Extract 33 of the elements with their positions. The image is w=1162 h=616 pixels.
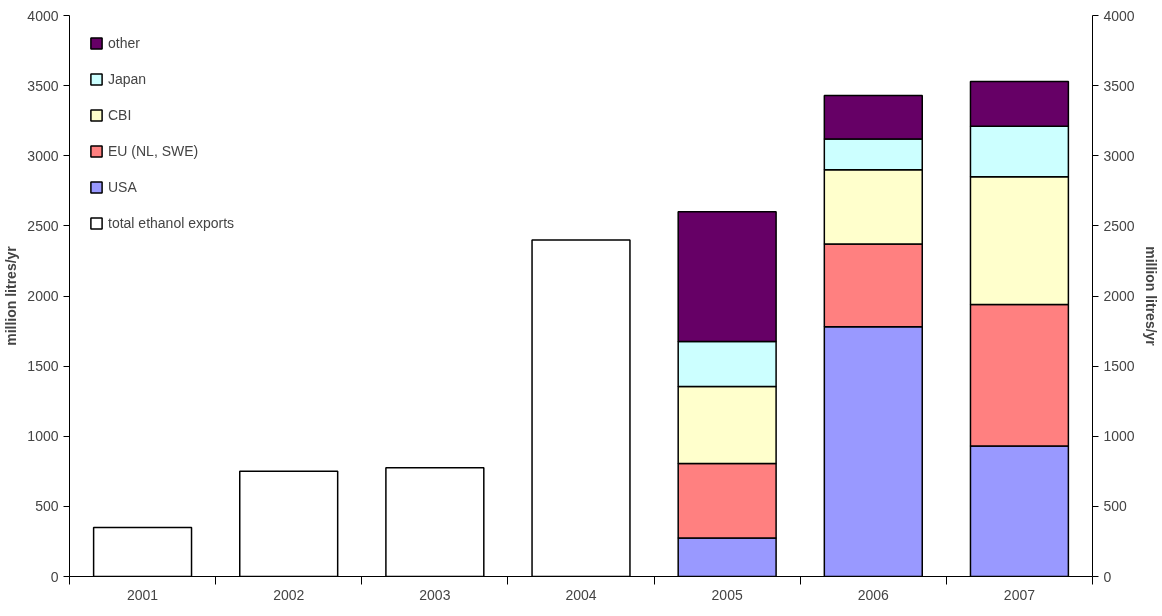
y2-tick-label: 2000 bbox=[1103, 288, 1135, 304]
y2-tick-label: 3500 bbox=[1103, 77, 1135, 94]
y2-tick-label: 0 bbox=[1103, 568, 1112, 585]
legend-label: Japan bbox=[108, 71, 147, 87]
legend-label: USA bbox=[108, 179, 137, 195]
y-tick-label: 3000 bbox=[27, 147, 59, 164]
legend-label: EU (NL, SWE) bbox=[108, 143, 199, 159]
y-axis-title: million litres/yr bbox=[3, 245, 20, 346]
x-tick-label: 2003 bbox=[419, 586, 451, 603]
x-tick-label: 2001 bbox=[127, 586, 159, 603]
y-tick-label: 1500 bbox=[27, 358, 59, 375]
legend-label: total ethanol exports bbox=[108, 215, 235, 231]
x-tick-label: 2006 bbox=[857, 586, 890, 603]
legend-label: other bbox=[108, 35, 140, 51]
y-tick-label: 4000 bbox=[27, 7, 59, 24]
y-tick-label: 2000 bbox=[27, 288, 59, 304]
y2-axis-title: million litres/yr bbox=[1142, 246, 1159, 347]
x-tick-label: 2002 bbox=[273, 586, 305, 603]
y2-tick-label: 2500 bbox=[1103, 217, 1135, 234]
y2-tick-label: 4000 bbox=[1103, 7, 1135, 24]
legend-label: CBI bbox=[108, 107, 132, 123]
x-tick-label: 2004 bbox=[565, 586, 597, 603]
y-tick-label: 1000 bbox=[27, 428, 59, 445]
y-tick-label: 500 bbox=[35, 498, 59, 515]
y2-tick-label: 500 bbox=[1103, 498, 1128, 515]
x-tick-label: 2005 bbox=[711, 586, 743, 603]
y-tick-label: 3500 bbox=[27, 77, 59, 94]
y2-tick-label: 1000 bbox=[1103, 428, 1135, 445]
x-tick-label: 2007 bbox=[1003, 586, 1036, 603]
y2-tick-label: 1500 bbox=[1103, 358, 1135, 375]
y2-tick-label: 3000 bbox=[1103, 147, 1135, 164]
y-tick-label: 0 bbox=[50, 568, 59, 585]
y-tick-label: 2500 bbox=[27, 217, 59, 234]
